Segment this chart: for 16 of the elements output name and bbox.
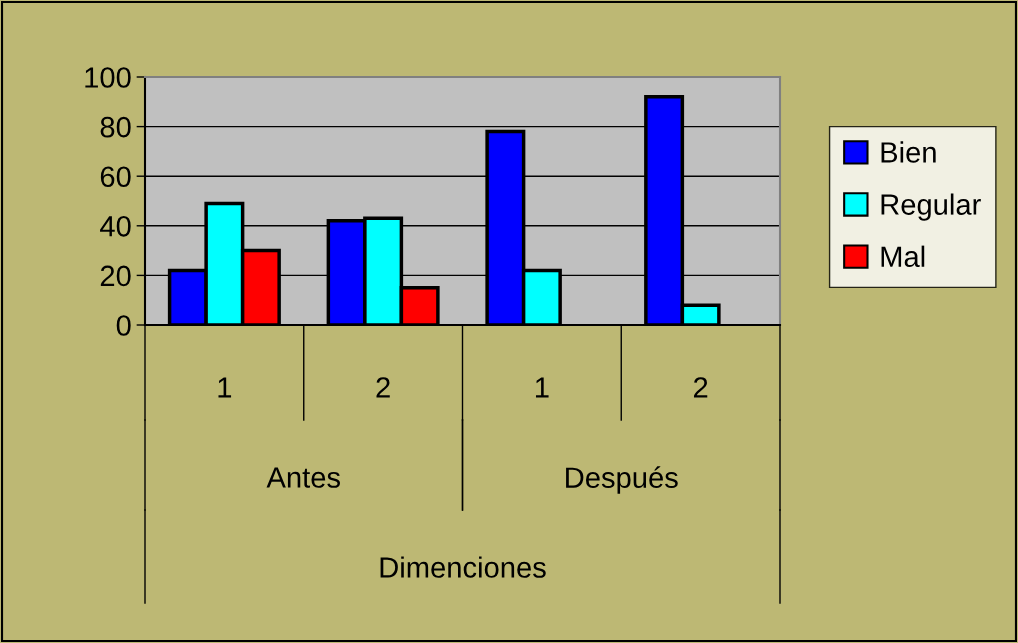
y-tick-label: 100 [85, 67, 131, 88]
x-tick-label: 1 [535, 377, 549, 398]
x-tick-label: 2 [693, 377, 708, 398]
text: Dimenciones [380, 556, 546, 578]
y-tick-label: 60 [100, 166, 131, 188]
legend-label: Mal [881, 245, 925, 268]
text: Antes [266, 467, 340, 488]
y-tick-label: 0 [116, 315, 131, 336]
y-tick-label: 20 [100, 265, 131, 287]
y-tick-label: 80 [100, 116, 131, 138]
text: Después [566, 466, 678, 494]
x-tick-label: 1 [218, 377, 232, 398]
legend-label: Regular [881, 193, 981, 221]
y-tick-label: 40 [100, 216, 131, 237]
legend-label: Bien [881, 141, 936, 163]
x-tick-label: 2 [376, 377, 390, 398]
